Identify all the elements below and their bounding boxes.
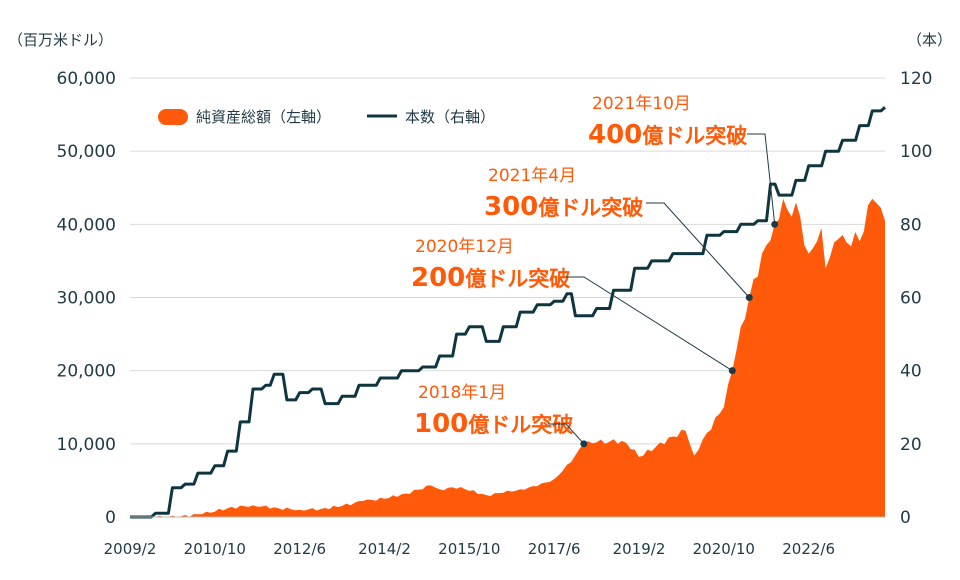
left-tick-label: 30,000 bbox=[57, 289, 116, 309]
annotation: 2021年10月 400億ドル突破 bbox=[588, 94, 779, 228]
annotation-marker bbox=[745, 294, 753, 301]
left-axis-ticks: 0 10,000 20,000 30,000 40,000 50,000 60,000 bbox=[57, 69, 116, 528]
left-tick-label: 60,000 bbox=[57, 69, 116, 89]
annotation-leader bbox=[747, 133, 776, 225]
annotation-leader bbox=[566, 276, 733, 372]
right-tick-label: 60 bbox=[900, 289, 922, 309]
annotation-number: 100 bbox=[414, 409, 468, 439]
annotation-marker bbox=[580, 440, 588, 448]
annotation-date: 2021年10月 bbox=[592, 94, 691, 114]
annotation-marker bbox=[771, 220, 779, 228]
x-tick-label: 2014/2 bbox=[358, 540, 411, 558]
right-tick-label: 0 bbox=[900, 508, 911, 528]
x-tick-label: 2019/2 bbox=[613, 540, 666, 558]
x-tick-label: 2010/10 bbox=[184, 540, 246, 558]
annotation-date: 2021年4月 bbox=[488, 166, 576, 186]
x-tick-label: 2017/6 bbox=[528, 540, 581, 558]
legend: 純資産総額（左軸） 本数（右軸） bbox=[158, 108, 495, 126]
legend-line-label: 本数（右軸） bbox=[405, 108, 495, 126]
left-tick-label: 50,000 bbox=[57, 142, 116, 162]
right-axis-ticks: 0 20 40 60 80 100 120 bbox=[900, 69, 932, 528]
legend-area-label: 純資産総額（左軸） bbox=[196, 108, 331, 126]
annotation-number: 400 bbox=[588, 120, 642, 150]
annotation-number: 200 bbox=[411, 263, 465, 293]
annotation-number: 300 bbox=[484, 192, 538, 222]
right-tick-label: 100 bbox=[900, 142, 932, 162]
annotation-leader bbox=[548, 423, 585, 445]
x-tick-label: 2022/6 bbox=[782, 540, 835, 558]
annotation-text: 億ドル突破 bbox=[538, 196, 643, 220]
annotation-leader bbox=[646, 202, 750, 298]
x-axis-ticks: 2009/2 2010/10 2012/6 2014/2 2015/10 2017/6 20… bbox=[104, 540, 835, 558]
annotation-date: 2020年12月 bbox=[415, 237, 514, 257]
left-tick-label: 20,000 bbox=[57, 362, 116, 382]
annotation-text: 億ドル突破 bbox=[642, 124, 747, 148]
right-tick-label: 40 bbox=[900, 362, 922, 382]
annotation-label: 100億ドル突破 bbox=[414, 409, 573, 439]
x-tick-label: 2012/6 bbox=[273, 540, 326, 558]
legend-area-swatch bbox=[158, 109, 188, 125]
x-tick-label: 2015/10 bbox=[438, 540, 500, 558]
right-tick-label: 20 bbox=[900, 435, 922, 455]
annotation-label: 400億ドル突破 bbox=[588, 120, 747, 150]
left-axis-unit: （百万米ドル） bbox=[8, 31, 113, 49]
annotation-marker bbox=[728, 367, 736, 375]
annotation-text: 億ドル突破 bbox=[465, 267, 570, 291]
net-assets-area bbox=[130, 198, 885, 517]
annotation-label: 300億ドル突破 bbox=[484, 192, 643, 222]
annotation: 2020年12月 200億ドル突破 bbox=[411, 237, 736, 375]
annotation-label: 200億ドル突破 bbox=[411, 263, 570, 293]
annotation-date: 2018年1月 bbox=[418, 383, 506, 403]
annotation: 2021年4月 300億ドル突破 bbox=[484, 166, 753, 301]
annotation: 2018年1月 100億ドル突破 bbox=[414, 383, 588, 448]
left-tick-label: 40,000 bbox=[57, 215, 116, 235]
right-tick-label: 120 bbox=[900, 69, 932, 89]
right-axis-unit: （本） bbox=[907, 31, 952, 49]
right-tick-label: 80 bbox=[900, 215, 922, 235]
x-tick-label: 2020/10 bbox=[693, 540, 755, 558]
annotation-text: 億ドル突破 bbox=[468, 413, 573, 437]
x-tick-label: 2009/2 bbox=[104, 540, 157, 558]
left-tick-label: 0 bbox=[105, 508, 116, 528]
left-tick-label: 10,000 bbox=[57, 435, 116, 455]
annotations: 2018年1月100億ドル突破2020年12月200億ドル突破2021年4月30… bbox=[411, 94, 779, 448]
